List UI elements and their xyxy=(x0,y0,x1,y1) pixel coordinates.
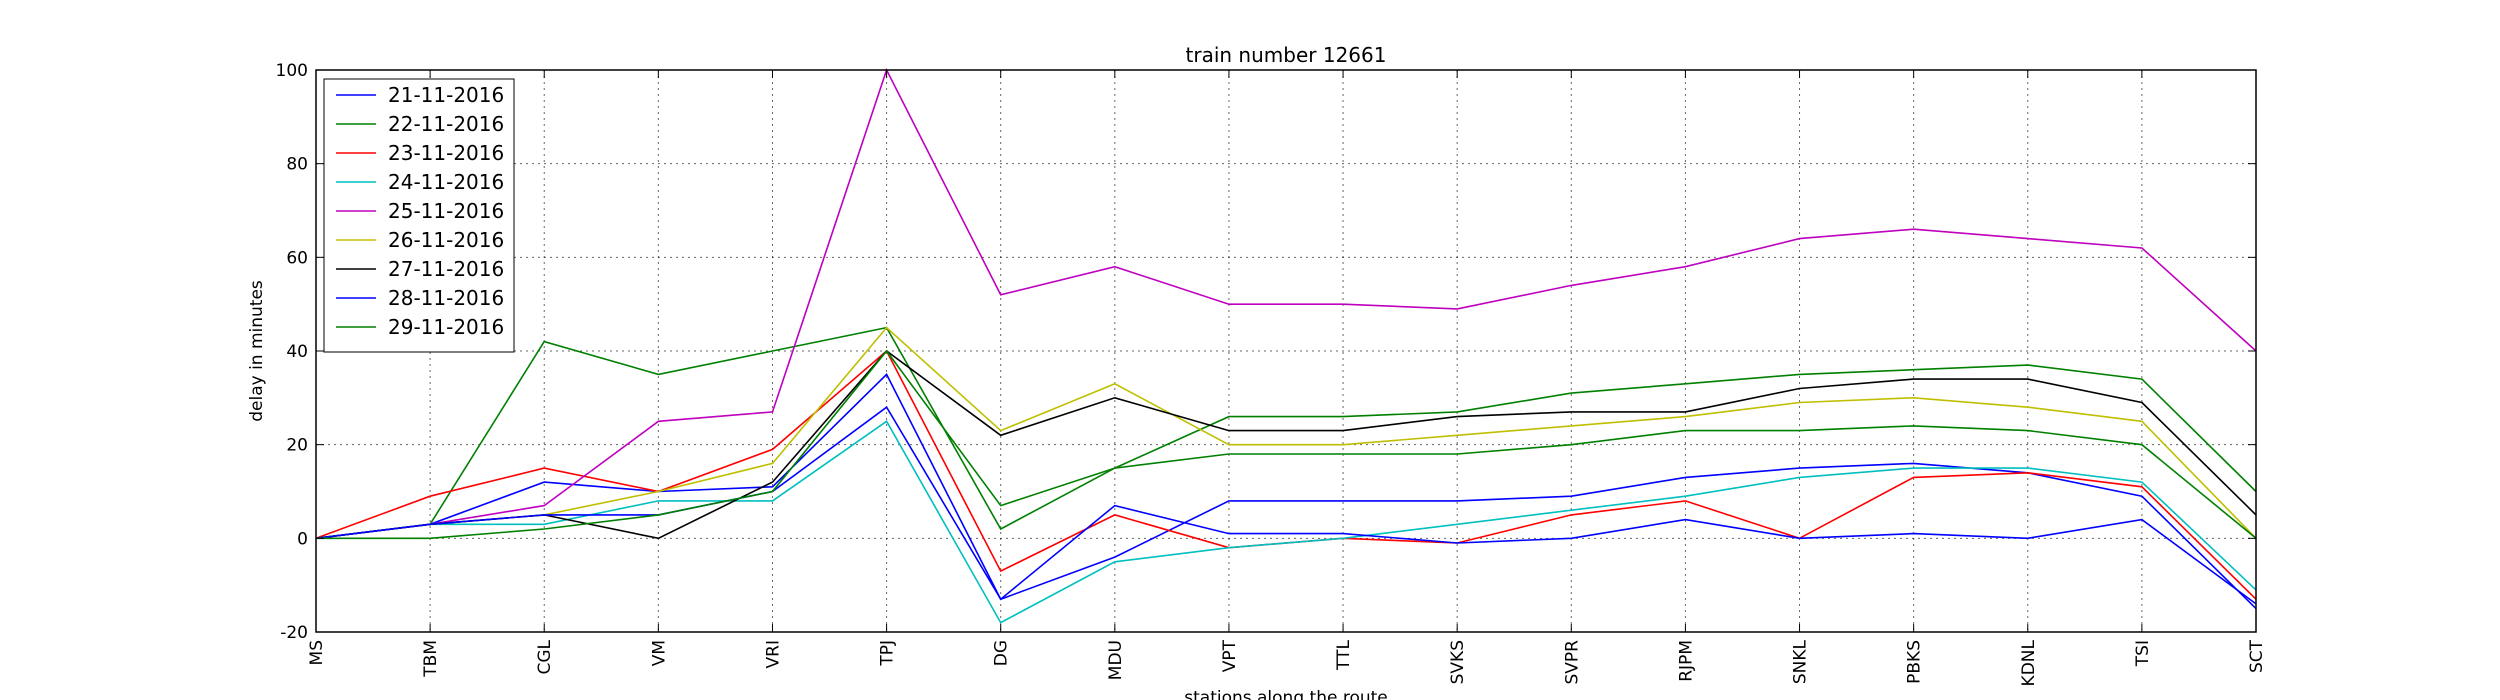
x-tick-label: TSI xyxy=(2133,640,2153,667)
x-tick-label: VM xyxy=(649,640,669,666)
series-line-26-11-2016 xyxy=(315,326,2257,540)
x-axis-label: stations along the route xyxy=(1184,688,1388,700)
y-tick-label: 60 xyxy=(286,248,308,268)
x-tick-label: TBM xyxy=(421,640,441,678)
series-line-23-11-2016 xyxy=(315,349,2257,600)
series-line-27-11-2016 xyxy=(315,349,2257,540)
y-ticks: -20 0 20 40 60 80 100 xyxy=(276,61,2256,643)
x-tick-label: VPT xyxy=(1220,639,1240,672)
x-tick-label: CGL xyxy=(535,639,555,674)
legend-entry-label: 22-11-2016 xyxy=(388,112,504,136)
x-tick-label: TTL xyxy=(1334,639,1354,670)
y-tick-label: 40 xyxy=(286,342,308,362)
x-tick-label: VRI xyxy=(763,640,783,668)
x-tick-label: SCT xyxy=(2247,639,2267,673)
y-tick-label: 100 xyxy=(276,61,308,81)
series-line-21-11-2016 xyxy=(315,373,2257,610)
x-tick-label: PBKS xyxy=(1905,640,1925,684)
plot-frame xyxy=(315,69,2257,633)
series-line-29-11-2016 xyxy=(316,349,2257,540)
series-line-28-11-2016 xyxy=(315,406,2257,605)
grid xyxy=(315,69,2257,633)
legend-entry-label: 29-11-2016 xyxy=(388,315,504,339)
chart-title: train number 12661 xyxy=(1186,43,1387,67)
legend-entry-label: 27-11-2016 xyxy=(388,257,504,281)
series-line-24-11-2016 xyxy=(315,420,2257,624)
y-axis-label: delay in minutes xyxy=(247,280,267,422)
legend-entry-label: 28-11-2016 xyxy=(388,286,504,310)
y-tick-label: 20 xyxy=(286,436,308,456)
y-tick-label: 80 xyxy=(286,155,308,175)
legend-entry-label: 25-11-2016 xyxy=(388,199,504,223)
y-tick-label: -20 xyxy=(280,623,308,643)
x-ticks: MS TBM CGL VM VRI TPJ DG MDU VPT TTL SVKS SVPR RJPM S… xyxy=(307,70,2267,686)
series-line-25-11-2016 xyxy=(315,67,2257,540)
y-tick-label: 0 xyxy=(297,529,308,549)
x-tick-label: MDU xyxy=(1106,640,1126,680)
legend-entry-label: 21-11-2016 xyxy=(388,83,504,107)
legend: 21-11-2016 22-11-2016 23-11-2016 24-11-2016… xyxy=(323,78,515,353)
x-tick-label: RJPM xyxy=(1676,640,1696,682)
x-tick-label: DG xyxy=(992,640,1012,666)
x-tick-label: SVKS xyxy=(1448,640,1468,684)
series-lines xyxy=(315,67,2257,624)
x-tick-label: SNKL xyxy=(1791,639,1811,684)
legend-entry-label: 24-11-2016 xyxy=(388,170,504,194)
x-tick-label: TPJ xyxy=(878,640,898,667)
x-tick-label: SVPR xyxy=(1562,640,1582,685)
legend-entry-label: 26-11-2016 xyxy=(388,228,504,252)
x-tick-label: MS xyxy=(307,640,327,665)
legend-entry-label: 23-11-2016 xyxy=(388,141,504,165)
x-tick-label: KDNL xyxy=(2019,639,2039,686)
series-line-22-11-2016 xyxy=(315,326,2257,540)
